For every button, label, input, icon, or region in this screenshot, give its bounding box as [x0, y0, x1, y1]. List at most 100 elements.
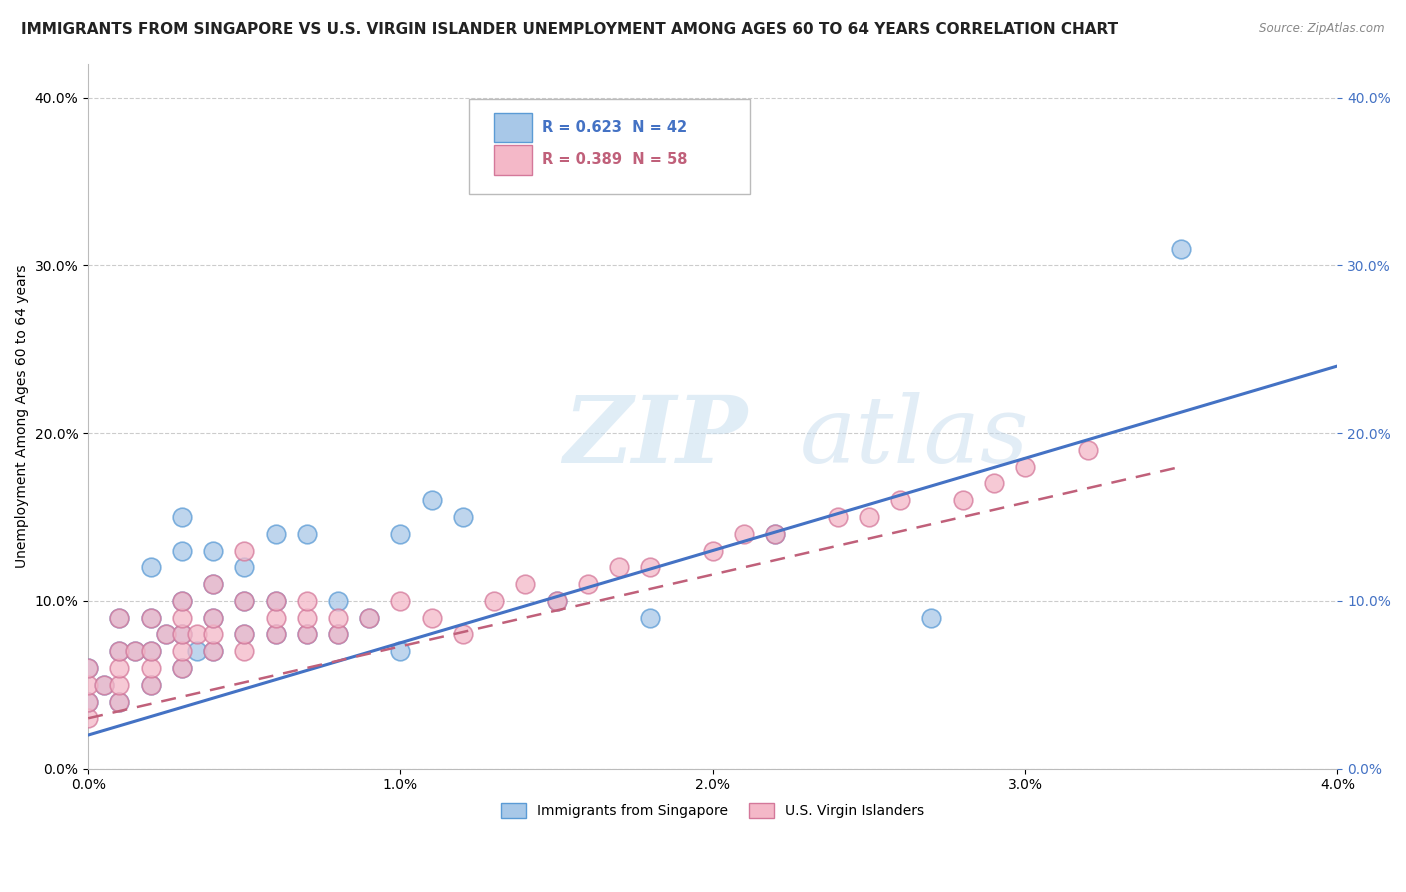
Point [108, 644, 131, 658]
Point [170, 543, 193, 558]
Text: IMMIGRANTS FROM SINGAPORE VS U.S. VIRGIN ISLANDER UNEMPLOYMENT AMONG AGES 60 TO : IMMIGRANTS FROM SINGAPORE VS U.S. VIRGIN… [21, 22, 1118, 37]
Text: ZIP: ZIP [562, 392, 747, 483]
Point [233, 594, 256, 608]
Point [482, 594, 505, 608]
Point [233, 560, 256, 574]
Point [170, 627, 193, 641]
Point [77, 694, 100, 708]
Point [186, 644, 208, 658]
Point [108, 694, 131, 708]
Point [295, 610, 318, 624]
Point [77, 661, 100, 675]
Point [170, 627, 193, 641]
Point [155, 627, 177, 641]
Point [295, 526, 318, 541]
Point [326, 594, 349, 608]
Point [170, 644, 193, 658]
Point [139, 610, 162, 624]
Point [1170, 242, 1192, 256]
Point [763, 526, 786, 541]
Point [108, 610, 131, 624]
Point [640, 560, 662, 574]
Point [170, 594, 193, 608]
Point [515, 577, 537, 591]
Text: R = 0.623  N = 42: R = 0.623 N = 42 [541, 120, 686, 135]
Legend: Immigrants from Singapore, U.S. Virgin Islanders: Immigrants from Singapore, U.S. Virgin I… [495, 797, 931, 825]
Point [233, 627, 256, 641]
Point [264, 594, 287, 608]
Point [170, 610, 193, 624]
Point [326, 627, 349, 641]
Point [264, 627, 287, 641]
Point [451, 627, 474, 641]
Point [733, 526, 755, 541]
Point [139, 644, 162, 658]
Point [295, 594, 318, 608]
Point [139, 678, 162, 692]
Point [139, 560, 162, 574]
Point [139, 678, 162, 692]
Point [264, 594, 287, 608]
Point [155, 627, 177, 641]
Point [920, 610, 942, 624]
Text: R = 0.389  N = 58: R = 0.389 N = 58 [541, 153, 688, 168]
Point [326, 627, 349, 641]
Point [233, 644, 256, 658]
Point [576, 577, 599, 591]
Point [170, 510, 193, 524]
Point [202, 543, 225, 558]
Point [170, 594, 193, 608]
Point [889, 493, 911, 508]
Point [202, 627, 225, 641]
Point [77, 661, 100, 675]
Point [1014, 459, 1036, 474]
Point [108, 644, 131, 658]
Point [108, 610, 131, 624]
Point [139, 610, 162, 624]
Point [763, 526, 786, 541]
Point [264, 526, 287, 541]
Point [77, 694, 100, 708]
Point [359, 610, 381, 624]
Point [546, 594, 568, 608]
Point [202, 644, 225, 658]
Point [233, 543, 256, 558]
Point [202, 644, 225, 658]
Point [827, 510, 849, 524]
Point [295, 627, 318, 641]
Point [139, 644, 162, 658]
Point [607, 560, 630, 574]
Point [546, 594, 568, 608]
Point [451, 510, 474, 524]
Point [264, 610, 287, 624]
Point [295, 627, 318, 641]
Point [420, 493, 443, 508]
Point [186, 627, 208, 641]
Point [420, 610, 443, 624]
Text: atlas: atlas [800, 392, 1029, 483]
Point [640, 610, 662, 624]
Point [858, 510, 880, 524]
Text: Source: ZipAtlas.com: Source: ZipAtlas.com [1260, 22, 1385, 36]
Point [202, 577, 225, 591]
Point [389, 594, 412, 608]
FancyBboxPatch shape [494, 112, 531, 142]
Point [124, 644, 146, 658]
Point [389, 644, 412, 658]
Point [108, 661, 131, 675]
Point [124, 644, 146, 658]
Point [983, 476, 1005, 491]
Point [108, 694, 131, 708]
FancyBboxPatch shape [494, 145, 531, 175]
Point [952, 493, 974, 508]
Point [326, 610, 349, 624]
Y-axis label: Unemployment Among Ages 60 to 64 years: Unemployment Among Ages 60 to 64 years [15, 265, 30, 568]
Point [77, 711, 100, 725]
Point [170, 661, 193, 675]
Point [77, 678, 100, 692]
Point [139, 661, 162, 675]
Point [702, 543, 724, 558]
Point [359, 610, 381, 624]
Point [170, 661, 193, 675]
Point [233, 627, 256, 641]
